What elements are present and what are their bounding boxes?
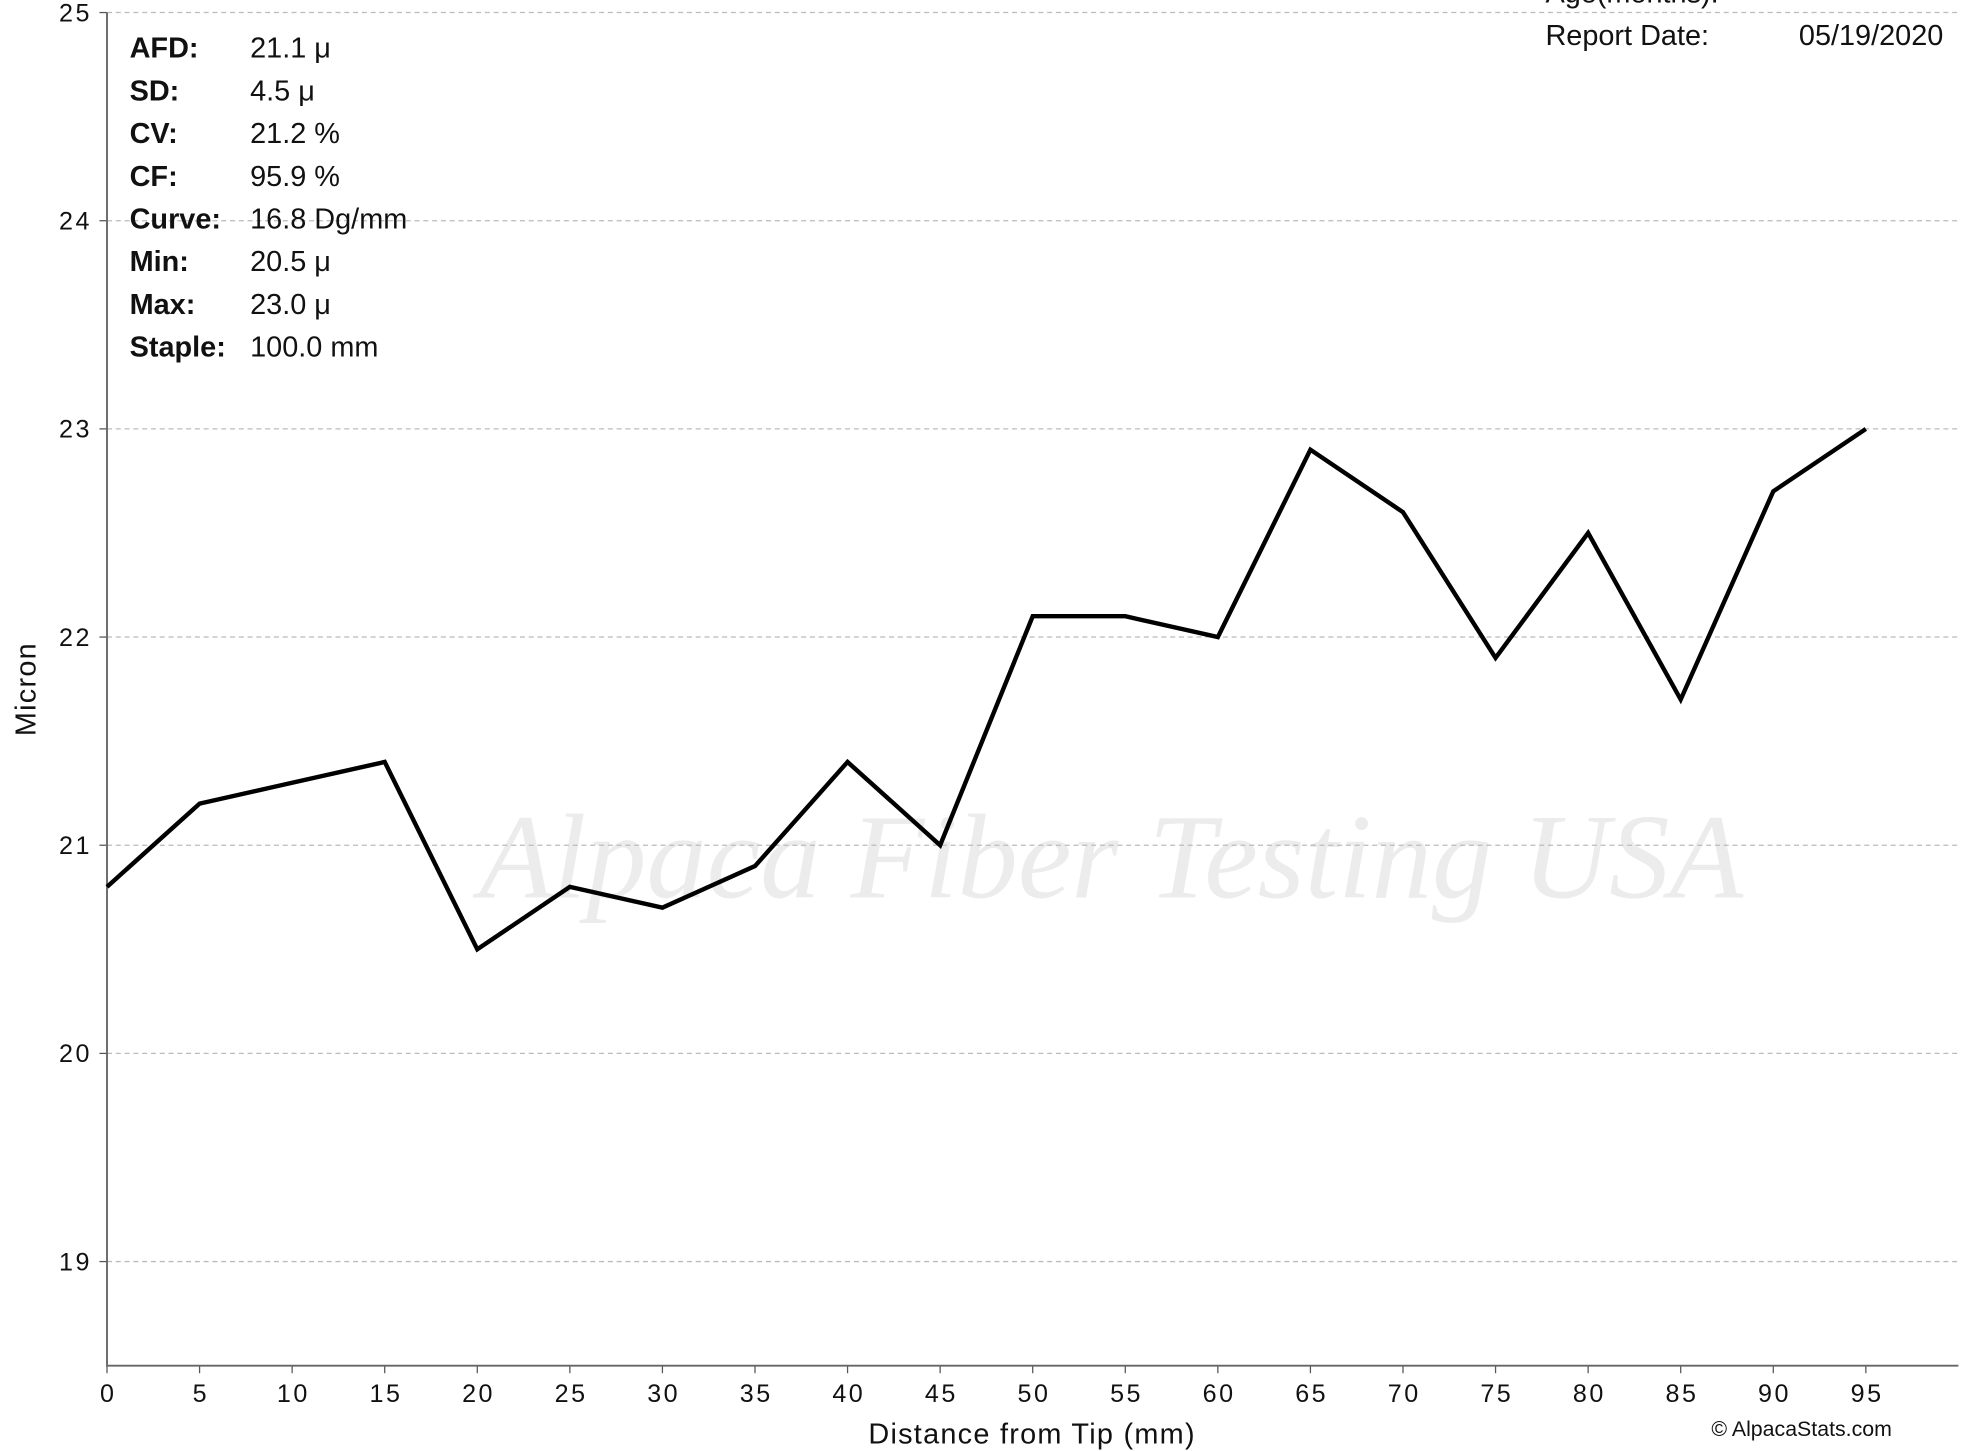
x-tick-label: 5 [193, 1380, 209, 1408]
stat-value: 21.1 μ [250, 33, 331, 65]
stat-value: 100.0 mm [250, 331, 378, 363]
x-tick-label: 40 [832, 1380, 865, 1408]
x-tick-label: 0 [100, 1380, 116, 1408]
y-axis-label: Micron [10, 642, 42, 736]
x-tick-label: 15 [370, 1380, 403, 1408]
stat-label: Min: [130, 246, 189, 278]
credit: © AlpacaStats.com [1711, 1417, 1892, 1441]
x-tick-label: 80 [1573, 1380, 1606, 1408]
x-tick-label: 10 [277, 1380, 310, 1408]
x-tick-label: 35 [740, 1380, 773, 1408]
stat-value: 21.2 % [250, 118, 340, 150]
y-tick-label: 21 [59, 832, 92, 860]
x-tick-label: 65 [1295, 1380, 1328, 1408]
y-tick-label: 22 [59, 624, 92, 652]
x-tick-label: 90 [1758, 1380, 1791, 1408]
y-tick-label: 20 [59, 1040, 92, 1068]
x-tick-label: 55 [1110, 1380, 1143, 1408]
stat-label: AFD: [130, 33, 199, 65]
stat-label: CF: [130, 161, 178, 193]
stat-value: 4.5 μ [250, 75, 315, 107]
y-tick-label: 23 [59, 416, 92, 444]
y-tick-label: 24 [59, 208, 92, 236]
stat-value: 95.9 % [250, 161, 340, 193]
x-tick-label: 25 [555, 1380, 588, 1408]
y-tick-label: 19 [59, 1248, 92, 1276]
stat-label: CV: [130, 118, 178, 150]
x-tick-label: 95 [1851, 1380, 1884, 1408]
stat-label: Curve: [130, 203, 221, 235]
x-tick-label: 20 [462, 1380, 495, 1408]
stat-label: Max: [130, 289, 196, 321]
header-label: Report Date: [1545, 20, 1709, 52]
header-value: 05/19/2020 [1799, 20, 1943, 52]
x-axis-label: Distance from Tip (mm) [868, 1418, 1195, 1450]
header-label: Age(months): [1545, 0, 1718, 10]
stat-label: Staple: [130, 331, 226, 363]
stat-value: 23.0 μ [250, 289, 331, 321]
stat-value: 20.5 μ [250, 246, 331, 278]
x-tick-label: 45 [925, 1380, 958, 1408]
stat-value: 16.8 Dg/mm [250, 203, 407, 235]
x-tick-label: 75 [1480, 1380, 1513, 1408]
y-tick-label: 25 [59, 0, 92, 27]
stat-label: SD: [130, 75, 180, 107]
x-tick-label: 50 [1017, 1380, 1050, 1408]
x-tick-label: 85 [1665, 1380, 1698, 1408]
x-tick-label: 70 [1388, 1380, 1421, 1408]
watermark: Alpaca Fiber Testing USA [472, 791, 1744, 924]
x-tick-label: 60 [1203, 1380, 1236, 1408]
chart: Alpaca Fiber Testing USA Distance from T… [0, 0, 1965, 1451]
x-tick-label: 30 [647, 1380, 680, 1408]
